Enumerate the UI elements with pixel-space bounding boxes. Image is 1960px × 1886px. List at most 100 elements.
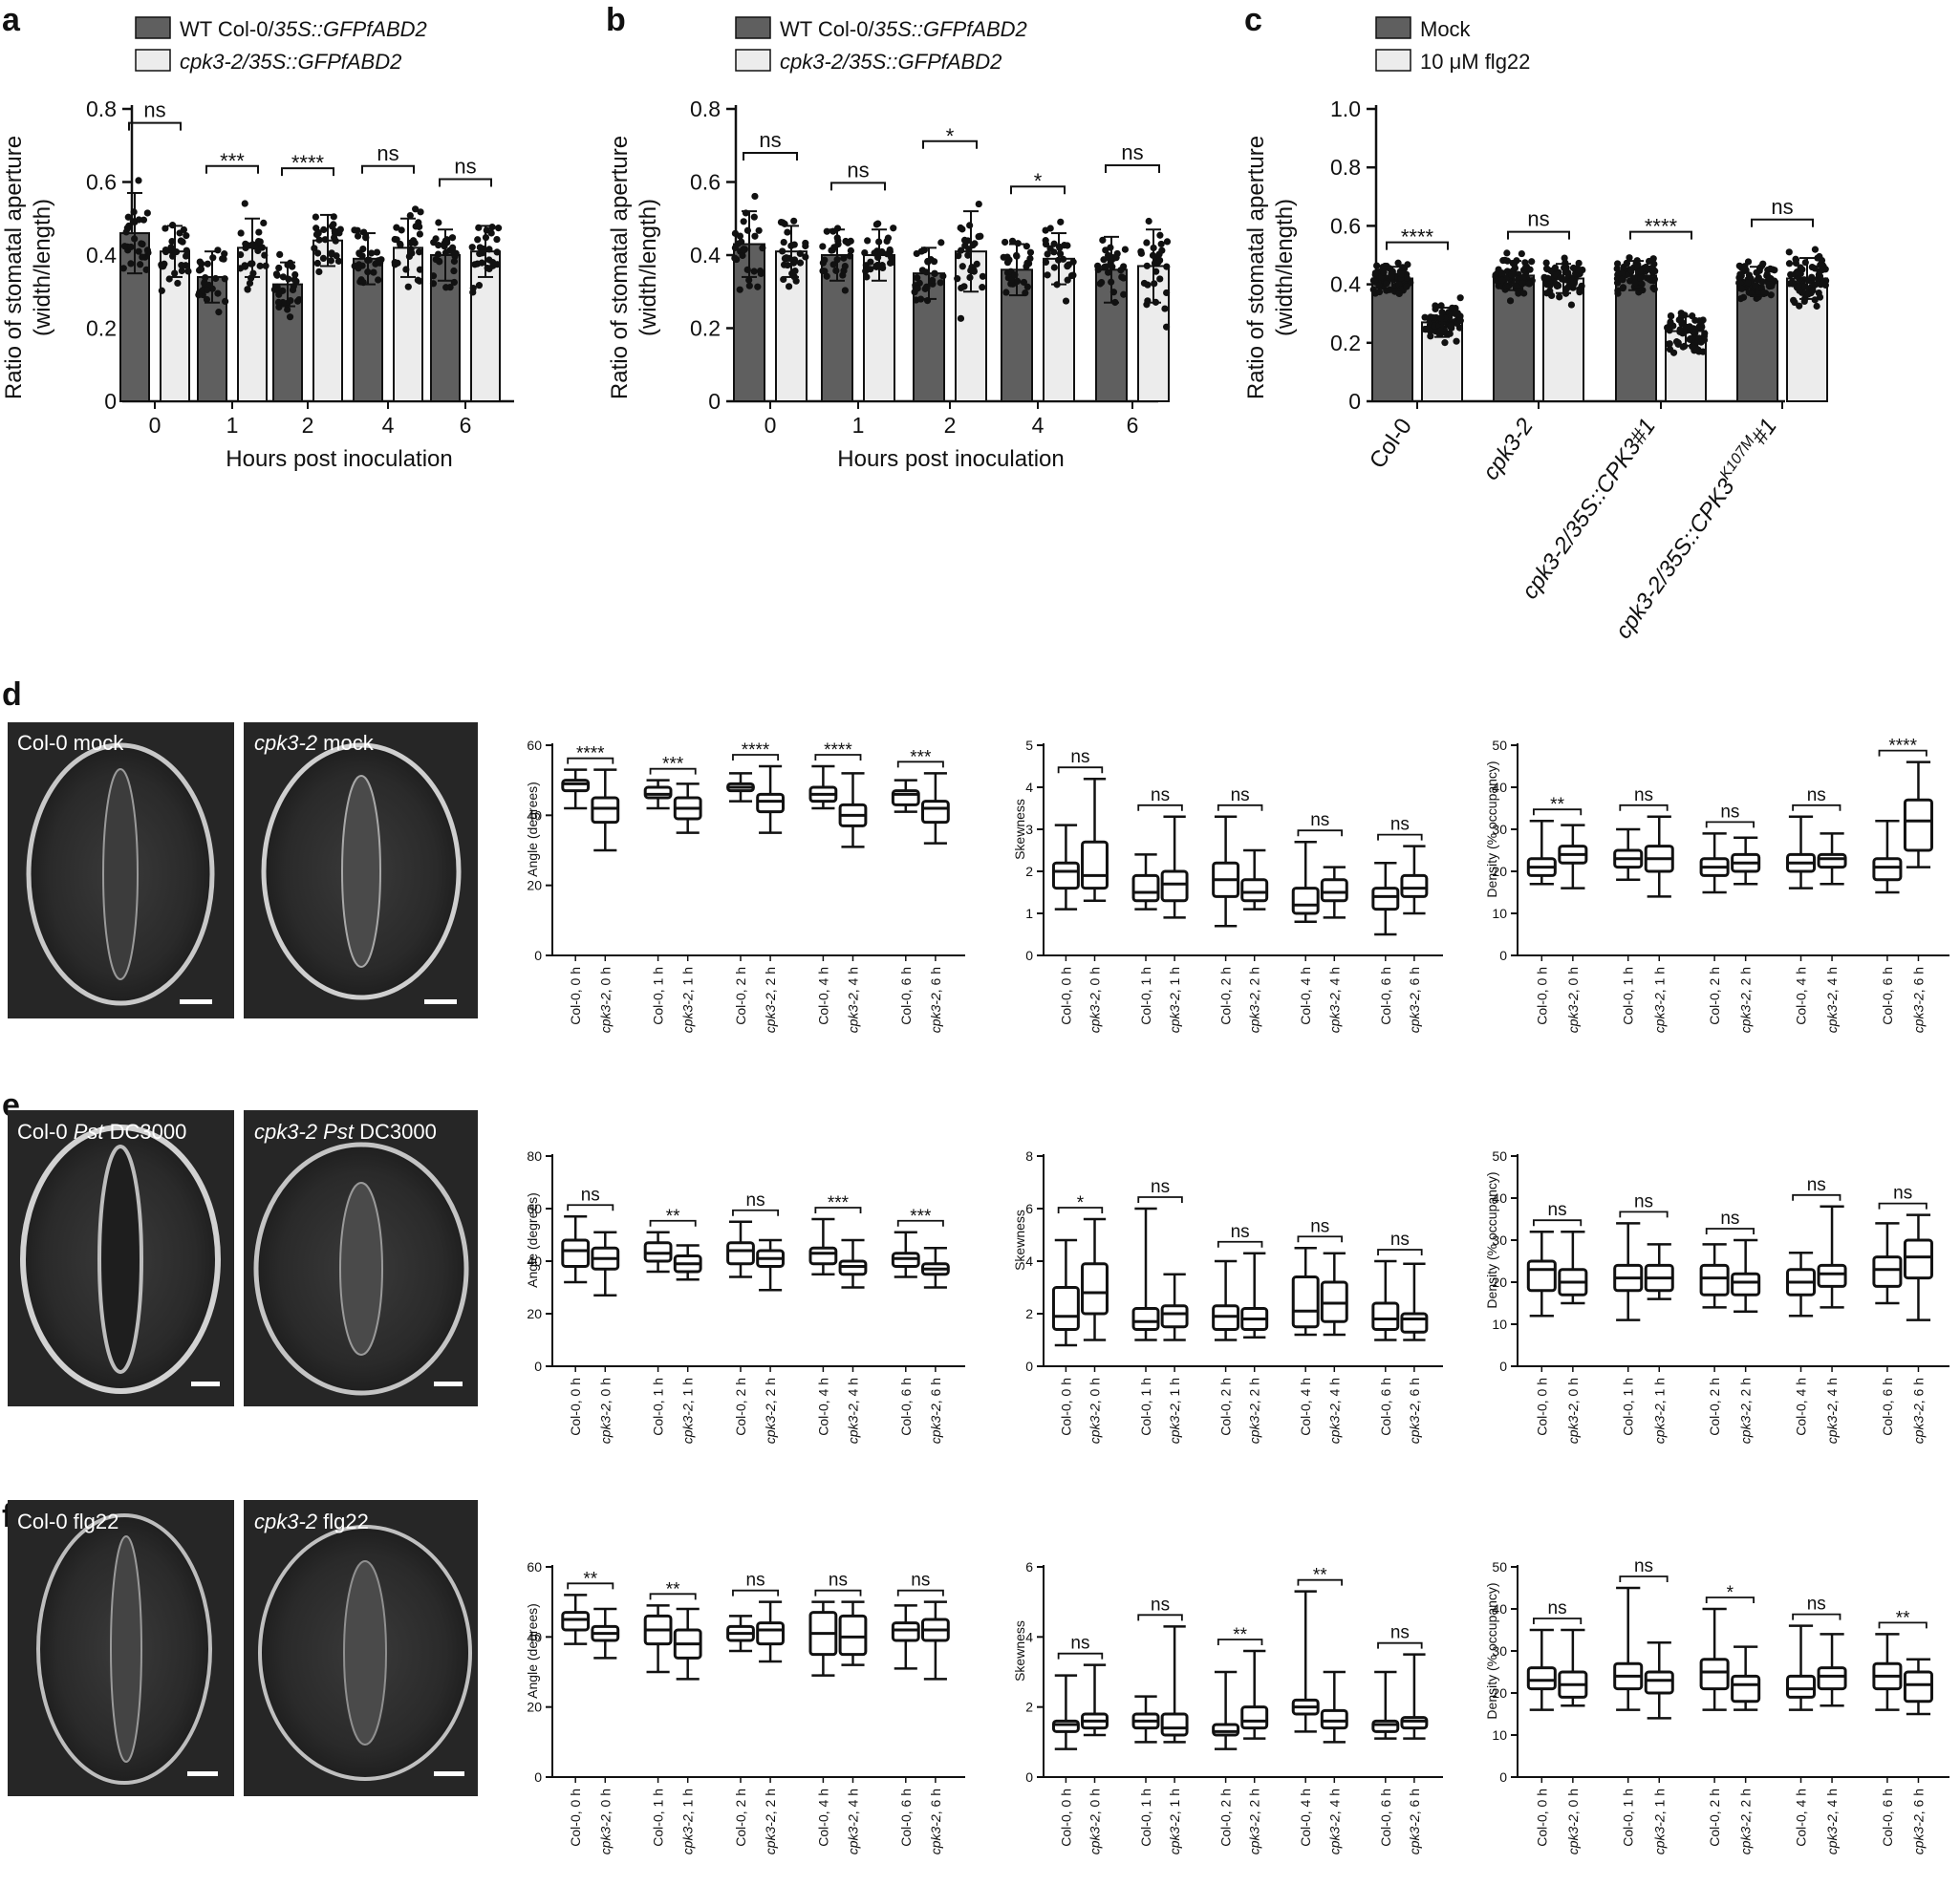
box-plot-f-density: 0 10 20 30 40 50 Col-0, 0 h cpk3-2, 0 h Col-0, 1… (1492, 1556, 1949, 1854)
data-point (1792, 256, 1800, 264)
x-tick-label: cpk3-2, 1 h (1167, 1789, 1182, 1854)
data-point (291, 276, 298, 284)
data-point (759, 245, 766, 252)
data-point (954, 275, 961, 283)
significance-bracket (1533, 808, 1583, 816)
significance-bracket (814, 1589, 862, 1597)
data-point (1738, 285, 1746, 292)
y-tick-label: 0 (1025, 948, 1033, 963)
y-tick-label: 60 (527, 1201, 542, 1216)
data-point (1105, 268, 1112, 276)
x-tick-label: cpk3-2, 0 h (1088, 1789, 1103, 1854)
significance-bracket (896, 1219, 944, 1227)
y-tick-label: 40 (1492, 1601, 1507, 1617)
x-tick-label: cpk3-2, 4 h (1824, 967, 1840, 1033)
data-point (1544, 274, 1552, 282)
data-point (478, 259, 485, 267)
x-tick-label: Col-0, 0 h (568, 967, 583, 1025)
data-point (313, 259, 321, 268)
data-point (196, 258, 204, 266)
data-point (287, 296, 294, 305)
data-point (1503, 249, 1511, 257)
significance-label: *** (220, 149, 245, 173)
y-axis-label-a-2: (width/length) (30, 199, 55, 336)
x-tick-label: Col-0, 2 h (1707, 1789, 1722, 1847)
box (591, 796, 620, 825)
x-tick-label: cpk3-2, 0 h (597, 1378, 613, 1444)
data-point (1456, 294, 1464, 302)
significance-label: ns (1070, 1634, 1089, 1654)
data-point (731, 254, 739, 262)
data-point (1525, 280, 1533, 288)
y-tick-label: 0.4 (1330, 272, 1361, 297)
significance-bracket (1705, 1228, 1755, 1234)
data-point (1137, 249, 1145, 257)
x-tick-label: Col-0, 2 h (1707, 1378, 1722, 1436)
scale-bar (424, 999, 457, 1004)
data-point (1618, 269, 1626, 278)
data-point (1383, 280, 1390, 288)
y-tick-label: 1.0 (1330, 96, 1361, 121)
data-point (262, 262, 269, 269)
data-point (884, 234, 893, 242)
box (1903, 798, 1933, 852)
image-label-e-cpk: cpk3-2 Pst DC3000 (254, 1120, 437, 1144)
data-point (368, 249, 376, 257)
data-point (355, 250, 363, 258)
data-point (1767, 291, 1775, 299)
data-point (1104, 251, 1112, 259)
y-tick-label: 40 (1492, 780, 1507, 795)
y-tick-label: 0.6 (86, 170, 117, 195)
x-tick-label: Col-0, 4 h (1794, 967, 1809, 1025)
x-tick-label: Col-0, 4 h (815, 1789, 830, 1847)
y-axis-label-b-2: (width/length) (635, 199, 661, 336)
data-point (785, 283, 793, 290)
x-tick-label: cpk3-2, 1 h (1651, 967, 1667, 1033)
significance-label: ns (1310, 1216, 1329, 1236)
significance-bracket (896, 1589, 944, 1597)
data-point (1666, 340, 1673, 348)
data-point (1427, 332, 1434, 340)
data-point (1528, 258, 1536, 266)
y-tick-label: 20 (527, 1306, 542, 1321)
data-point (1059, 255, 1067, 263)
significance-label: ns (1151, 1177, 1170, 1197)
data-point (1121, 246, 1130, 253)
data-point (1023, 283, 1031, 290)
data-point (393, 224, 400, 231)
category-label-col0: Col-0 (1365, 414, 1417, 473)
box (1903, 1238, 1933, 1280)
x-tick-label: Col-0, 6 h (898, 1789, 914, 1847)
data-point (1564, 284, 1572, 291)
x-tick-label: Col-0, 4 h (1298, 967, 1313, 1025)
y-tick-label: 0.2 (1330, 331, 1361, 355)
x-tick-label: cpk3-2, 6 h (1910, 1789, 1926, 1854)
significance-label: *** (910, 747, 932, 767)
data-point (1002, 289, 1010, 296)
data-point (475, 282, 484, 289)
data-point (1375, 282, 1383, 289)
data-point (888, 254, 895, 262)
data-point (158, 287, 165, 294)
box (1786, 1674, 1817, 1699)
box (1051, 1286, 1080, 1331)
significance-label: ns (1548, 1598, 1567, 1618)
data-point (1618, 275, 1626, 283)
data-point (955, 252, 962, 260)
data-point (960, 236, 969, 244)
data-point (311, 245, 318, 252)
micrograph-d-col0: Col-0 mock (8, 722, 234, 1018)
y-tick-label: 2 (1025, 1306, 1033, 1321)
data-point (244, 286, 251, 293)
data-point (398, 226, 405, 234)
data-point (977, 232, 984, 240)
significance-bracket (1792, 1193, 1842, 1201)
x-tick-label: cpk3-2, 0 h (1088, 967, 1103, 1033)
significance-bracket (649, 767, 697, 775)
data-point (1023, 263, 1030, 270)
data-point (1650, 286, 1658, 293)
y-tick-label: 0 (1025, 1359, 1033, 1374)
data-point (142, 266, 150, 273)
box (1817, 852, 1847, 869)
significance-bracket (1010, 185, 1066, 195)
